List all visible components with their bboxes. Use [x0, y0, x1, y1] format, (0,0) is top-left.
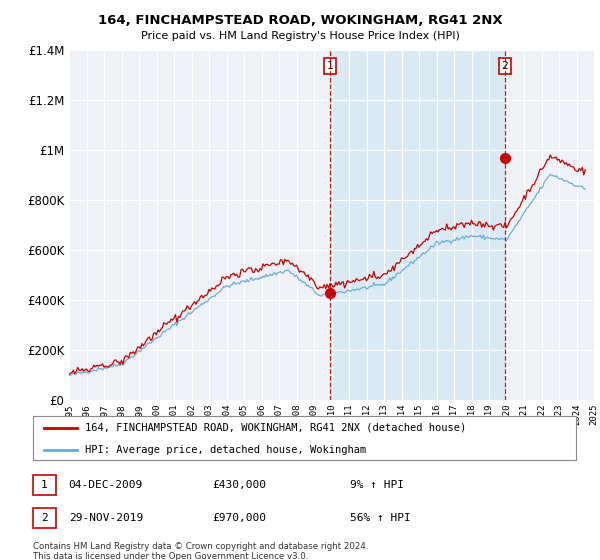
Text: 1: 1 — [41, 480, 48, 490]
FancyBboxPatch shape — [33, 475, 56, 495]
FancyBboxPatch shape — [33, 508, 56, 528]
Text: £970,000: £970,000 — [212, 513, 266, 523]
Text: 9% ↑ HPI: 9% ↑ HPI — [350, 480, 404, 490]
Text: HPI: Average price, detached house, Wokingham: HPI: Average price, detached house, Woki… — [85, 445, 367, 455]
Text: Price paid vs. HM Land Registry's House Price Index (HPI): Price paid vs. HM Land Registry's House … — [140, 31, 460, 41]
Text: £430,000: £430,000 — [212, 480, 266, 490]
FancyBboxPatch shape — [33, 416, 577, 460]
Text: 04-DEC-2009: 04-DEC-2009 — [68, 480, 143, 490]
Text: 164, FINCHAMPSTEAD ROAD, WOKINGHAM, RG41 2NX: 164, FINCHAMPSTEAD ROAD, WOKINGHAM, RG41… — [98, 14, 502, 27]
Text: 164, FINCHAMPSTEAD ROAD, WOKINGHAM, RG41 2NX (detached house): 164, FINCHAMPSTEAD ROAD, WOKINGHAM, RG41… — [85, 423, 466, 433]
Text: 2: 2 — [502, 61, 508, 71]
Text: 29-NOV-2019: 29-NOV-2019 — [68, 513, 143, 523]
Text: 56% ↑ HPI: 56% ↑ HPI — [350, 513, 411, 523]
Text: 2: 2 — [41, 513, 48, 523]
Text: Contains HM Land Registry data © Crown copyright and database right 2024.
This d: Contains HM Land Registry data © Crown c… — [33, 542, 368, 560]
Text: 1: 1 — [327, 61, 334, 71]
Bar — [330, 50, 505, 400]
